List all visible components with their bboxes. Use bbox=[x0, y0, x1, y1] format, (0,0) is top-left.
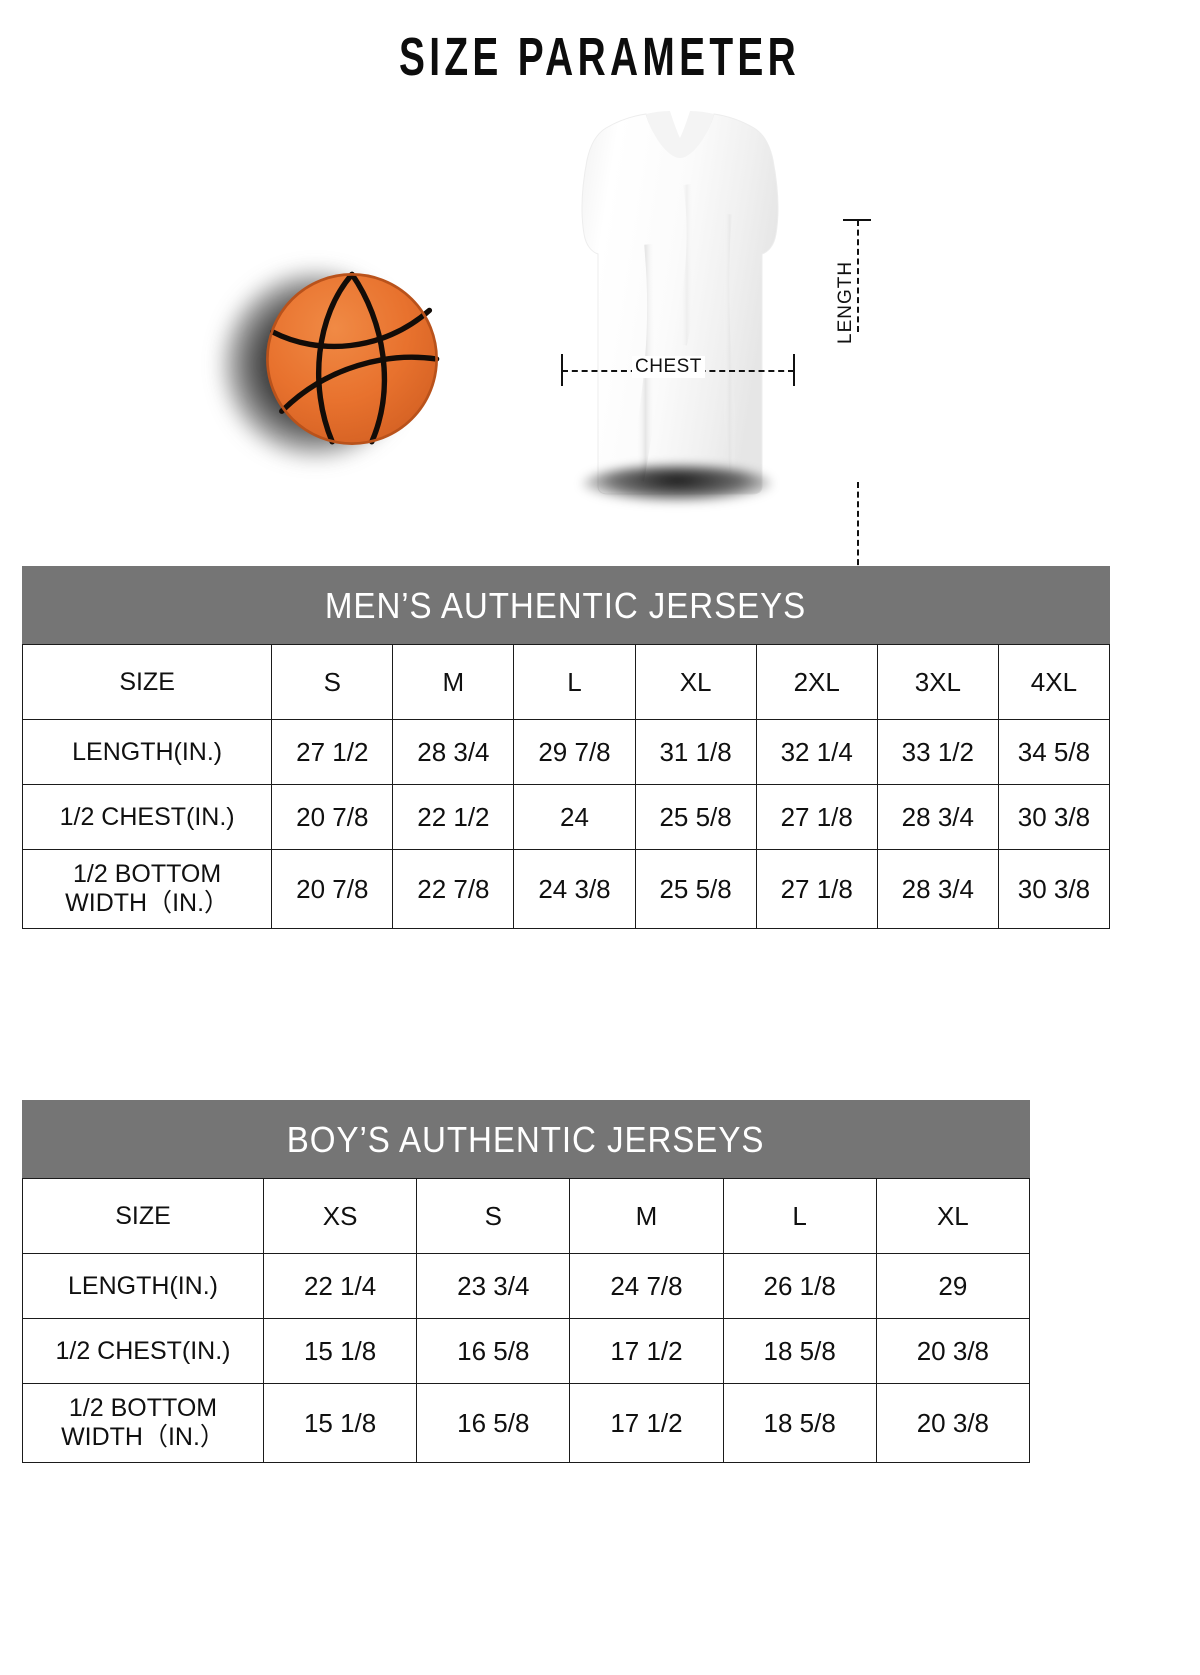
cell-bottom-xs: 15 1/8 bbox=[262, 1383, 418, 1463]
boys-size-table-block: BOY’S AUTHENTIC JERSEYS SIZE XS S M L XL… bbox=[22, 1100, 1031, 1463]
chest-dimension-label: CHEST bbox=[632, 356, 705, 378]
row-label-length: LENGTH(IN.) bbox=[22, 1253, 264, 1319]
boys-table-heading: BOY’S AUTHENTIC JERSEYS bbox=[22, 1100, 1030, 1178]
mens-table-heading-text: MEN’S AUTHENTIC JERSEYS bbox=[325, 585, 807, 626]
cell-length-xl: 31 1/8 bbox=[634, 719, 757, 785]
cell-length-xs: 22 1/4 bbox=[262, 1253, 418, 1319]
cell-bottom-l: 24 3/8 bbox=[513, 849, 636, 929]
table-row: 1/2 BOTTOM WIDTH（IN.） 15 1/8 16 5/8 17 1… bbox=[22, 1383, 1031, 1463]
column-header-l: L bbox=[513, 644, 636, 720]
column-header-xl: XL bbox=[875, 1178, 1031, 1254]
cell-chest-l: 18 5/8 bbox=[722, 1318, 877, 1384]
column-header-xl: XL bbox=[634, 644, 757, 720]
jersey-illustration bbox=[540, 94, 820, 514]
table-row: LENGTH(IN.) 22 1/4 23 3/4 24 7/8 26 1/8 … bbox=[22, 1253, 1031, 1319]
table-row: 1/2 BOTTOM WIDTH（IN.） 20 7/8 22 7/8 24 3… bbox=[21, 849, 1111, 929]
column-header-m: M bbox=[569, 1178, 724, 1254]
jersey-shadow bbox=[582, 466, 772, 502]
cell-chest-xl: 25 5/8 bbox=[634, 784, 757, 850]
row-label-line1: 1/2 BOTTOM bbox=[73, 860, 222, 889]
table-header-row: SIZE S M L XL 2XL 3XL 4XL bbox=[21, 644, 1111, 720]
cell-bottom-s: 16 5/8 bbox=[416, 1383, 571, 1463]
cell-length-m: 24 7/8 bbox=[569, 1253, 724, 1319]
cell-chest-s: 20 7/8 bbox=[271, 784, 394, 850]
cell-length-s: 23 3/4 bbox=[416, 1253, 571, 1319]
cell-length-l: 29 7/8 bbox=[513, 719, 636, 785]
cell-length-m: 28 3/4 bbox=[392, 719, 515, 785]
mens-size-table-block: MEN’S AUTHENTIC JERSEYS SIZE S M L XL 2X… bbox=[21, 566, 1111, 929]
row-label-half-chest: 1/2 CHEST(IN.) bbox=[21, 784, 273, 850]
cell-bottom-3xl: 28 3/4 bbox=[876, 849, 999, 929]
boys-table-heading-text: BOY’S AUTHENTIC JERSEYS bbox=[287, 1119, 765, 1160]
cell-bottom-2xl: 27 1/8 bbox=[755, 849, 878, 929]
table-row: LENGTH(IN.) 27 1/2 28 3/4 29 7/8 31 1/8 … bbox=[21, 719, 1111, 785]
cell-bottom-m: 22 7/8 bbox=[392, 849, 515, 929]
cell-chest-2xl: 27 1/8 bbox=[755, 784, 878, 850]
row-label-line2: WIDTH（IN.） bbox=[65, 889, 230, 917]
length-dimension-label: LENGTH bbox=[835, 260, 856, 344]
length-dimension-line-bottom bbox=[857, 482, 859, 594]
cell-length-3xl: 33 1/2 bbox=[876, 719, 999, 785]
row-label-half-chest: 1/2 CHEST(IN.) bbox=[22, 1318, 264, 1384]
boys-size-table: SIZE XS S M L XL LENGTH(IN.) 22 1/4 23 3… bbox=[22, 1178, 1031, 1463]
cell-chest-4xl: 30 3/8 bbox=[997, 784, 1111, 850]
cell-bottom-4xl: 30 3/8 bbox=[997, 849, 1111, 929]
cell-bottom-xl: 25 5/8 bbox=[634, 849, 757, 929]
length-dimension-line-top bbox=[857, 220, 859, 332]
cell-bottom-m: 17 1/2 bbox=[569, 1383, 724, 1463]
column-header-size: SIZE bbox=[22, 1178, 264, 1254]
chest-dimension-cap-right bbox=[793, 354, 795, 386]
table-row: 1/2 CHEST(IN.) 15 1/8 16 5/8 17 1/2 18 5… bbox=[22, 1318, 1031, 1384]
column-header-3xl: 3XL bbox=[876, 644, 999, 720]
cell-chest-l: 24 bbox=[513, 784, 636, 850]
column-header-m: M bbox=[392, 644, 515, 720]
mens-table-heading: MEN’S AUTHENTIC JERSEYS bbox=[22, 566, 1110, 644]
column-header-2xl: 2XL bbox=[755, 644, 878, 720]
column-header-4xl: 4XL bbox=[997, 644, 1111, 720]
cell-bottom-xl: 20 3/8 bbox=[875, 1383, 1031, 1463]
cell-bottom-s: 20 7/8 bbox=[271, 849, 394, 929]
illustration-area: CHEST LENGTH bbox=[0, 84, 1200, 595]
cell-chest-xs: 15 1/8 bbox=[262, 1318, 418, 1384]
row-label-half-bottom-width: 1/2 BOTTOM WIDTH（IN.） bbox=[21, 849, 273, 929]
jersey-icon bbox=[581, 111, 779, 495]
cell-length-l: 26 1/8 bbox=[722, 1253, 877, 1319]
row-label-length: LENGTH(IN.) bbox=[21, 719, 273, 785]
row-label-line2: WIDTH（IN.） bbox=[61, 1423, 225, 1451]
page-title: SIZE PARAMETER bbox=[399, 27, 801, 87]
cell-chest-3xl: 28 3/4 bbox=[876, 784, 999, 850]
column-header-l: L bbox=[722, 1178, 877, 1254]
cell-chest-xl: 20 3/8 bbox=[875, 1318, 1031, 1384]
table-header-row: SIZE XS S M L XL bbox=[22, 1178, 1031, 1254]
basketball-illustration bbox=[215, 244, 485, 494]
cell-chest-m: 17 1/2 bbox=[569, 1318, 724, 1384]
column-header-s: S bbox=[271, 644, 394, 720]
cell-length-4xl: 34 5/8 bbox=[997, 719, 1111, 785]
cell-length-2xl: 32 1/4 bbox=[755, 719, 878, 785]
row-label-line1: 1/2 BOTTOM bbox=[68, 1394, 218, 1423]
cell-length-s: 27 1/2 bbox=[271, 719, 394, 785]
row-label-half-bottom-width: 1/2 BOTTOM WIDTH（IN.） bbox=[22, 1383, 264, 1463]
column-header-size: SIZE bbox=[21, 644, 273, 720]
cell-bottom-l: 18 5/8 bbox=[722, 1383, 877, 1463]
page-title-container: SIZE PARAMETER bbox=[0, 0, 1200, 84]
column-header-s: S bbox=[416, 1178, 571, 1254]
cell-chest-m: 22 1/2 bbox=[392, 784, 515, 850]
cell-chest-s: 16 5/8 bbox=[416, 1318, 571, 1384]
mens-size-table: SIZE S M L XL 2XL 3XL 4XL LENGTH(IN.) 27… bbox=[21, 644, 1111, 929]
basketball-icon bbox=[266, 271, 440, 445]
table-row: 1/2 CHEST(IN.) 20 7/8 22 1/2 24 25 5/8 2… bbox=[21, 784, 1111, 850]
column-header-xs: XS bbox=[262, 1178, 418, 1254]
cell-length-xl: 29 bbox=[875, 1253, 1031, 1319]
